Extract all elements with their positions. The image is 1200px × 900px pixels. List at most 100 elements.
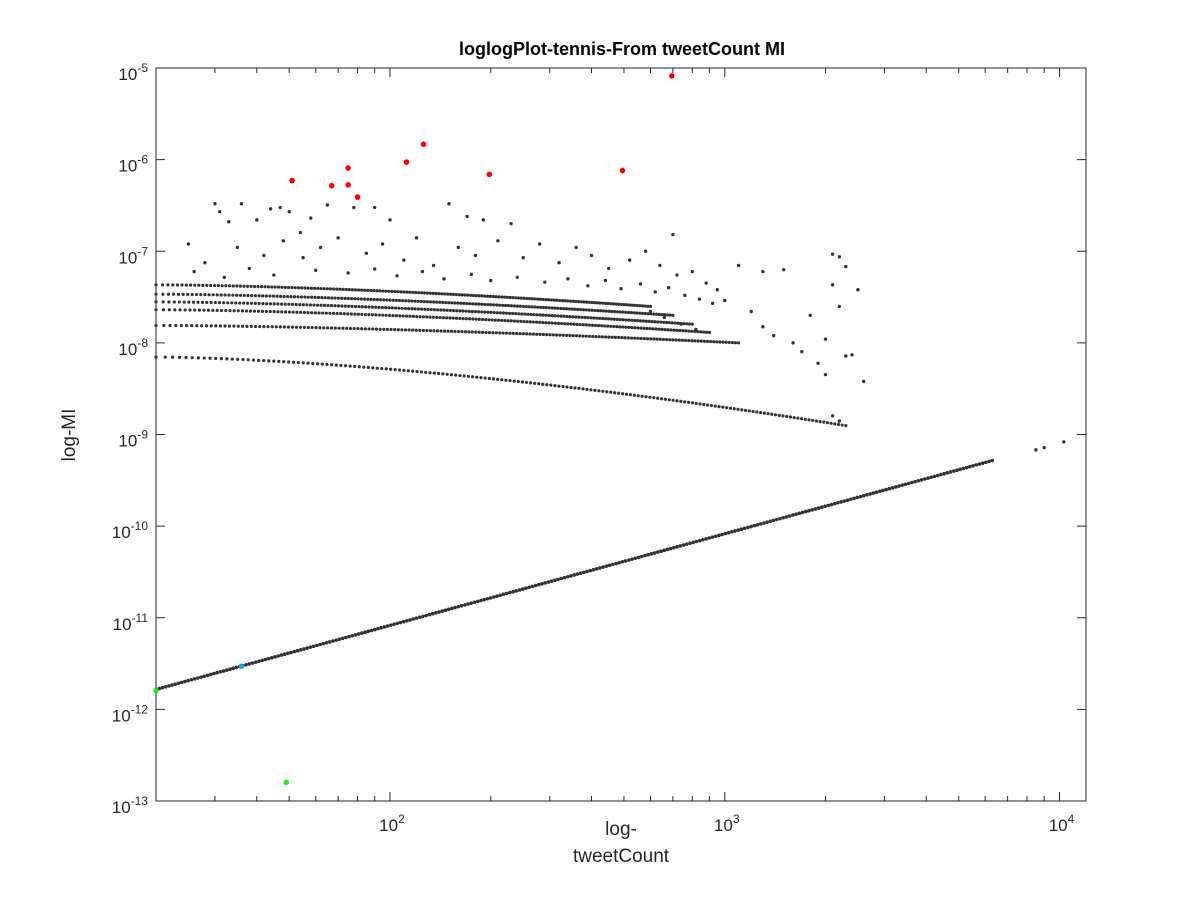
scatter-point (325, 287, 329, 291)
scatter-point (603, 324, 607, 328)
scatter-point (696, 339, 700, 343)
scatter-point (541, 382, 545, 386)
scatter-point (610, 562, 615, 567)
scatter-point (547, 306, 551, 310)
scatter-point (414, 236, 419, 240)
scatter-point (675, 328, 679, 332)
scatter-point (262, 358, 266, 363)
scatter-point (215, 293, 219, 297)
scatter-point (202, 674, 207, 679)
scatter-point (612, 317, 616, 321)
scatter-point (964, 465, 969, 470)
scatter-point (598, 316, 602, 320)
scatter-point (316, 295, 321, 300)
scatter-point (462, 301, 466, 305)
scatter-point (800, 417, 804, 421)
highlight-point-cyan (238, 663, 245, 670)
scatter-point (606, 324, 610, 328)
scatter-point (477, 294, 481, 298)
scatter-point (333, 304, 337, 308)
scatter-point (737, 341, 741, 345)
scatter-point (607, 335, 611, 339)
scatter-point (242, 284, 246, 288)
scatter-point (571, 334, 575, 338)
scatter-point (481, 330, 485, 334)
scatter-point (546, 580, 551, 584)
scatter-point (508, 590, 512, 595)
scatter-point (479, 376, 483, 380)
scatter-point (417, 291, 421, 295)
scatter-point (771, 518, 776, 523)
scatter-point (781, 267, 786, 272)
scatter-point (416, 299, 420, 303)
scatter-point (301, 361, 305, 365)
scatter-point (381, 313, 385, 317)
scatter-point (593, 308, 597, 313)
scatter-point (807, 508, 811, 513)
scatter-point (926, 476, 930, 480)
scatter-point (436, 308, 440, 312)
scatter-point (263, 285, 267, 289)
scatter-point (618, 325, 622, 329)
scatter-point (615, 317, 619, 321)
scatter-point (415, 314, 419, 319)
y-axis-label: log-MI (59, 409, 80, 462)
scatter-point (454, 373, 458, 377)
scatter-point (205, 300, 209, 305)
scatter-point (690, 401, 694, 405)
scatter-point (321, 311, 325, 315)
scatter-point (652, 337, 656, 341)
scatter-point (278, 325, 282, 329)
scatter-point (562, 314, 566, 318)
scatter-point (185, 323, 189, 328)
scatter-point (454, 316, 459, 320)
scatter-point (395, 621, 400, 626)
scatter-point (656, 320, 660, 324)
scatter-point (316, 286, 320, 291)
scatter-point (574, 245, 578, 250)
scatter-point (378, 298, 383, 302)
scatter-point (576, 300, 581, 304)
scatter-point (491, 331, 495, 335)
scatter-point (581, 334, 585, 338)
scatter-point (296, 295, 300, 299)
scatter-point (509, 221, 513, 226)
scatter-point (653, 320, 657, 324)
scatter-point (346, 296, 350, 301)
scatter-point (270, 285, 274, 289)
scatter-point (428, 291, 432, 295)
scatter-point (196, 300, 200, 304)
scatter-point (609, 324, 613, 328)
scatter-point (455, 309, 459, 313)
scatter-point (327, 640, 332, 644)
scatter-point (829, 421, 833, 425)
scatter-point (498, 303, 502, 307)
scatter-point (418, 315, 422, 319)
scatter-point (636, 319, 640, 323)
scatter-point (837, 419, 842, 423)
scatter-point (276, 285, 281, 289)
scatter-point (245, 284, 250, 288)
scatter-point (766, 412, 770, 416)
scatter-point (848, 497, 853, 502)
scatter-point (709, 403, 714, 408)
scatter-point (758, 522, 763, 526)
scatter-point (472, 600, 477, 605)
scatter-point (403, 306, 407, 311)
scatter-point (188, 283, 193, 287)
scatter-point (630, 318, 634, 322)
scatter-point (877, 489, 882, 494)
scatter-point (654, 312, 658, 316)
scatter-point (671, 313, 675, 317)
scatter-point (581, 308, 586, 312)
scatter-point (292, 295, 297, 299)
scatter-point (622, 303, 626, 307)
scatter-point (350, 304, 354, 308)
scatter-point (830, 414, 835, 418)
scatter-point (532, 313, 536, 317)
scatter-point (343, 364, 348, 368)
scatter-point (596, 309, 600, 313)
scatter-point (489, 278, 493, 283)
scatter-point (268, 309, 272, 314)
scatter-point (483, 294, 487, 298)
